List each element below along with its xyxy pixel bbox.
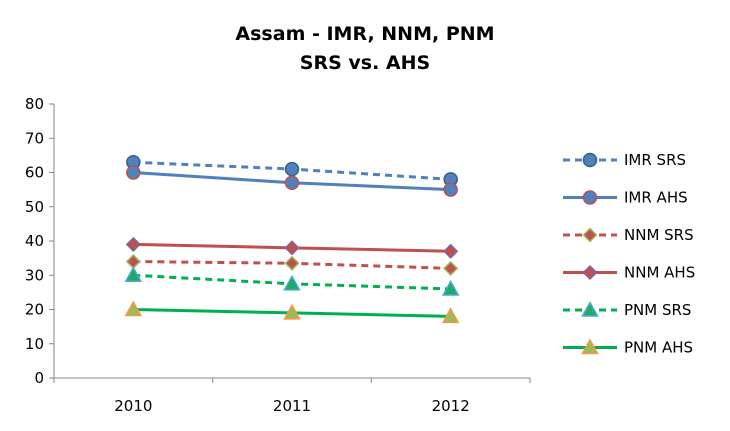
data-point-pnm-srs — [283, 274, 301, 291]
legend-item-nnm-ahs: NNM AHS — [563, 264, 695, 282]
legend-marker-pnm-ahs — [581, 338, 599, 355]
data-point-imr-ahs — [126, 165, 141, 180]
data-point-nnm-srs — [284, 255, 300, 271]
chart-title: Assam - IMR, NNM, PNM — [235, 23, 494, 45]
legend-label-nnm-ahs: NNM AHS — [624, 264, 695, 282]
chart-subtitle: SRS vs. AHS — [300, 52, 430, 74]
x-tick-label: 2010 — [114, 397, 152, 415]
legend-marker-imr-srs — [582, 152, 598, 168]
data-point-nnm-srs — [443, 260, 459, 276]
series-pnm-srs — [124, 266, 460, 296]
x-tick-label: 2011 — [273, 397, 311, 415]
series-imr-ahs — [126, 165, 458, 197]
y-tick-label: 10 — [25, 335, 44, 353]
data-point-imr-srs — [284, 161, 300, 177]
data-point-pnm-ahs — [124, 300, 143, 317]
series-nnm-ahs — [125, 236, 459, 259]
legend-item-imr-srs: IMR SRS — [563, 151, 686, 169]
y-tick-label: 70 — [25, 129, 44, 147]
axes: 0 10 20 30 40 50 60 70 80 2010 2011 2012 — [25, 95, 531, 415]
data-point-pnm-ahs — [441, 307, 460, 324]
series-nnm-srs — [125, 253, 459, 276]
legend-label-imr-ahs: IMR AHS — [624, 189, 688, 207]
y-tick-label: 60 — [25, 164, 44, 182]
data-point-nnm-srs — [125, 253, 141, 270]
y-tick-label: 0 — [34, 369, 44, 387]
legend-item-nnm-srs: NNM SRS — [563, 226, 694, 244]
data-point-imr-ahs — [443, 182, 458, 197]
data-point-nnm-ahs — [125, 236, 141, 252]
data-point-nnm-ahs — [284, 240, 300, 256]
series-imr-srs — [126, 154, 458, 187]
legend-item-imr-ahs: IMR AHS — [563, 189, 688, 207]
legend-label-pnm-ahs: PNM AHS — [624, 339, 693, 357]
legend-label-imr-srs: IMR SRS — [624, 151, 686, 169]
legend-marker-nnm-srs — [582, 227, 598, 243]
data-point-pnm-ahs — [283, 303, 301, 320]
legend-label-pnm-srs: PNM SRS — [624, 301, 691, 319]
legend-marker-imr-ahs — [582, 190, 598, 205]
legend-item-pnm-srs: PNM SRS — [563, 300, 691, 319]
y-tick-label: 20 — [25, 301, 44, 319]
series-pnm-ahs — [124, 300, 460, 324]
data-point-imr-ahs — [284, 175, 300, 191]
legend-label-nnm-srs: NNM SRS — [624, 226, 694, 244]
legend-marker-nnm-ahs — [582, 264, 598, 281]
y-tick-label: 40 — [25, 232, 44, 250]
data-point-nnm-ahs — [443, 243, 459, 259]
data-point-pnm-srs — [124, 266, 143, 282]
legend-item-pnm-ahs: PNM AHS — [563, 338, 693, 357]
legend: IMR SRS IMR AHS NNM SRS NNM AHS PNM SRS PNM A… — [563, 151, 695, 357]
y-tick-label: 80 — [25, 95, 44, 113]
data-point-pnm-srs — [441, 279, 460, 296]
x-tick-label: 2012 — [432, 397, 470, 415]
y-tick-label: 50 — [25, 198, 44, 216]
legend-marker-pnm-srs — [581, 300, 599, 317]
y-tick-label: 30 — [25, 266, 44, 284]
series-layer — [124, 154, 460, 324]
